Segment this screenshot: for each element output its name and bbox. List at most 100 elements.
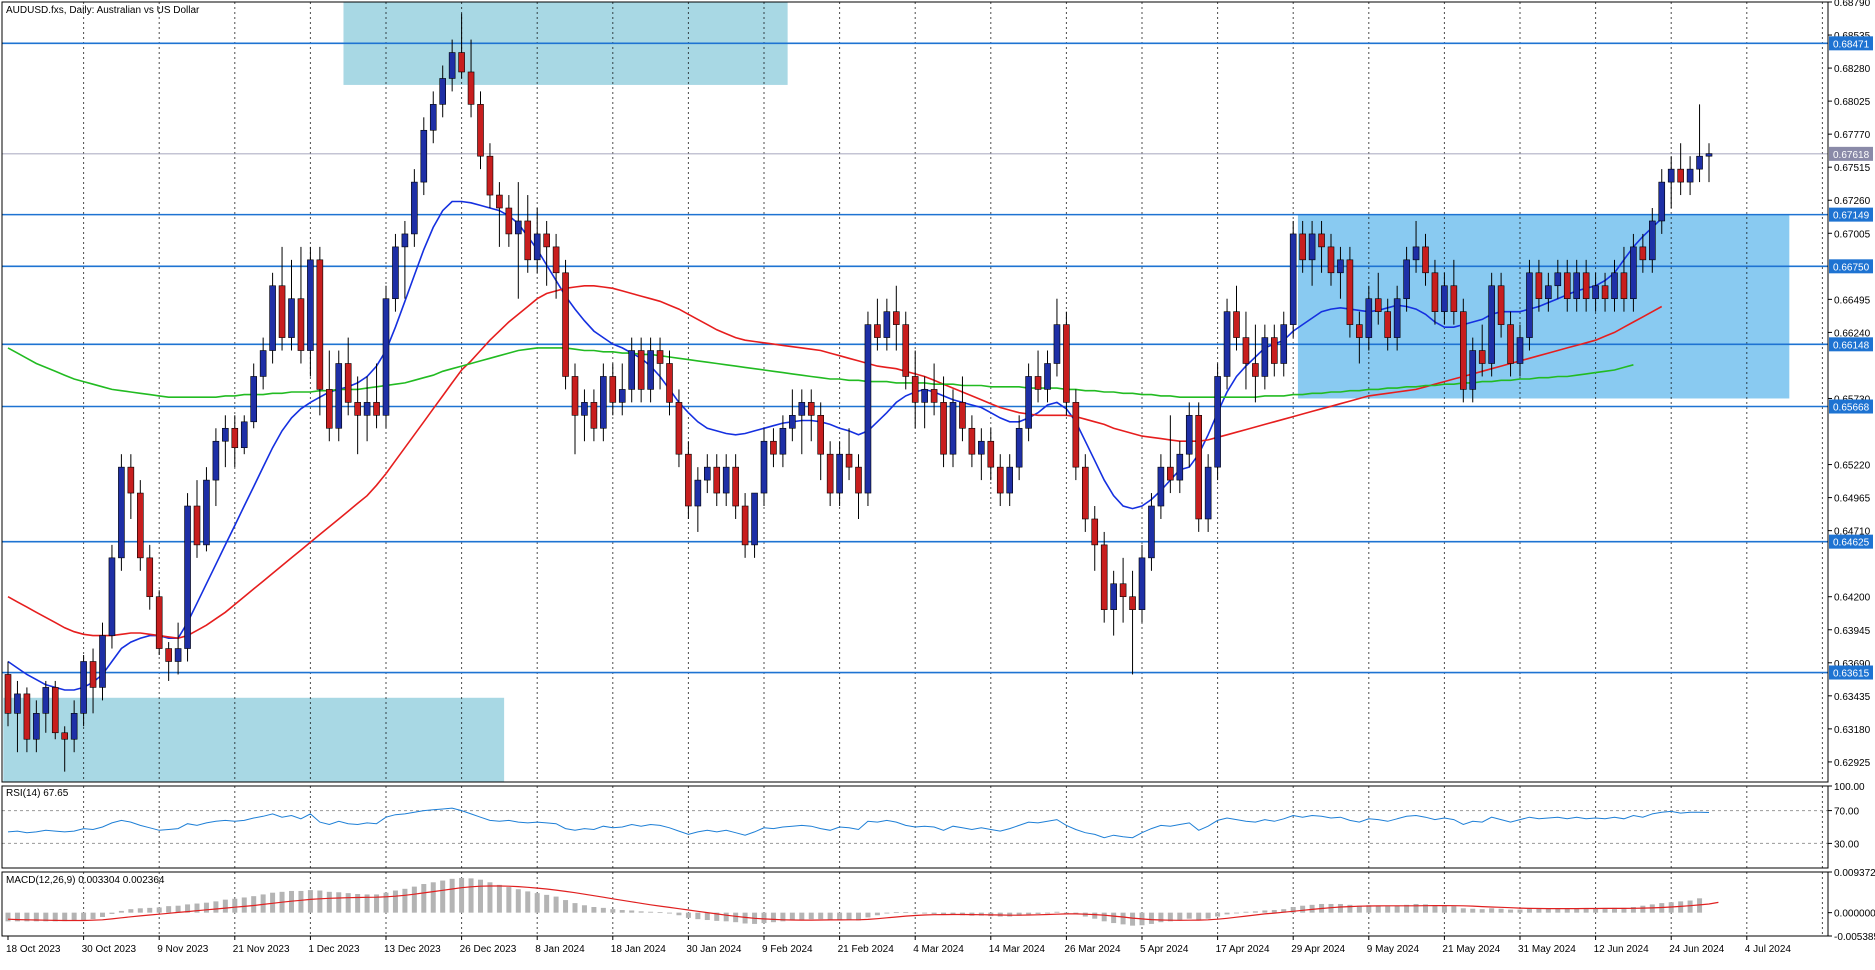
candle-body (940, 402, 947, 455)
candle (1431, 259, 1439, 325)
candle-body (1620, 272, 1628, 300)
candle (1223, 298, 1231, 390)
macd-histogram-bar (1470, 908, 1476, 913)
support-resistance-levels (2, 42, 1828, 674)
macd-histogram-bar (251, 896, 257, 913)
candle-body (1015, 427, 1023, 468)
panel-border (1, 1, 1829, 783)
candle (751, 492, 758, 558)
candle (987, 428, 995, 481)
candle-body (250, 376, 257, 423)
date-label: 26 Mar 2024 (1064, 944, 1121, 955)
price-tick-label: 0.64710 (1834, 527, 1871, 538)
date-label: 21 Nov 2023 (233, 944, 290, 955)
candle-body (99, 635, 106, 688)
macd-histogram-bar (723, 912, 729, 922)
candle-body (1346, 259, 1354, 325)
candle-body (165, 648, 172, 662)
date-label: 24 Jun 2024 (1669, 944, 1724, 955)
candle (1053, 298, 1061, 377)
candle-body (1488, 285, 1495, 364)
panel-frames (1, 1, 1829, 937)
candle (373, 363, 380, 429)
macd-histogram-bar (43, 912, 49, 922)
macd-histogram-bar (572, 903, 578, 913)
candle (118, 454, 125, 571)
candle-body (1185, 415, 1193, 455)
macd-histogram-bar (194, 903, 200, 913)
candle (713, 454, 721, 507)
candle (307, 246, 314, 377)
candle (1100, 531, 1108, 623)
date-label: 13 Dec 2023 (384, 944, 441, 955)
candle (458, 13, 465, 79)
date-label: 4 Mar 2024 (913, 944, 964, 955)
date-label: 9 Feb 2024 (762, 944, 813, 955)
macd-histogram-bar (619, 910, 625, 913)
macd-histogram-bar (685, 912, 691, 918)
moving-averages (7, 200, 1663, 691)
candle-body (42, 687, 50, 714)
candle (779, 415, 787, 468)
candle-body (89, 661, 97, 688)
macd-histogram-bar (459, 877, 465, 913)
candle (288, 259, 295, 351)
macd-histogram-bar (1158, 912, 1164, 923)
macd-histogram-bar (1205, 912, 1211, 919)
level-label-box (1829, 399, 1873, 414)
macd-histogram-bar (1196, 912, 1202, 920)
candle (921, 376, 928, 429)
candle (89, 648, 97, 714)
candle (1601, 272, 1609, 312)
candle (70, 700, 78, 753)
candle-body (1223, 311, 1231, 377)
macd-histogram-bar (307, 890, 313, 913)
candle-body (486, 155, 494, 196)
date-label: 4 Jul 2024 (1745, 944, 1792, 955)
macd-histogram-bar (846, 912, 852, 921)
macd-histogram-bar (1574, 908, 1580, 913)
macd-histogram-bar (733, 912, 739, 923)
candle-body (4, 674, 12, 714)
candle-body (1696, 155, 1703, 170)
macd-histogram-bar (874, 912, 880, 916)
candle (1167, 415, 1174, 494)
macd-tick-label: 0.009372 (1834, 868, 1875, 879)
rsi-tick-label: 70.00 (1834, 807, 1859, 818)
macd-histogram-bar (1508, 909, 1514, 913)
macd-histogram-bar (24, 912, 30, 922)
candle (1649, 208, 1656, 273)
macd-histogram-bar (1016, 912, 1022, 916)
candle (51, 680, 59, 740)
price-tick-label: 0.68025 (1834, 97, 1871, 108)
candle-body (1469, 350, 1477, 390)
zone-rect-1 (3, 697, 505, 782)
macd-histogram-bar (487, 882, 493, 913)
candle (1063, 311, 1070, 416)
candle (1110, 570, 1117, 636)
main-chart-title: AUDUSD.fxs, Daily: Australian vs US Doll… (6, 5, 200, 16)
price-tick-label: 0.68280 (1834, 64, 1871, 75)
candle (1034, 350, 1042, 403)
candle-body (713, 466, 721, 494)
candle (4, 661, 12, 727)
candle-body (14, 693, 21, 714)
candle-body (1403, 259, 1410, 300)
candle-body (1393, 298, 1401, 338)
candle (694, 467, 702, 532)
candle-body (467, 71, 475, 105)
candle-body (1639, 246, 1647, 261)
candle-body (514, 220, 522, 235)
macd-histogram-bar (345, 893, 351, 913)
macd-histogram-bar (1300, 905, 1306, 913)
candle (203, 467, 210, 552)
candle (968, 415, 976, 468)
moving-average-line-2 (7, 347, 1634, 399)
macd-histogram-bar (213, 901, 219, 913)
macd-histogram-bar (1394, 905, 1400, 913)
candle-body (1299, 233, 1306, 261)
candle-body (61, 732, 69, 740)
date-label: 21 Feb 2024 (838, 944, 895, 955)
